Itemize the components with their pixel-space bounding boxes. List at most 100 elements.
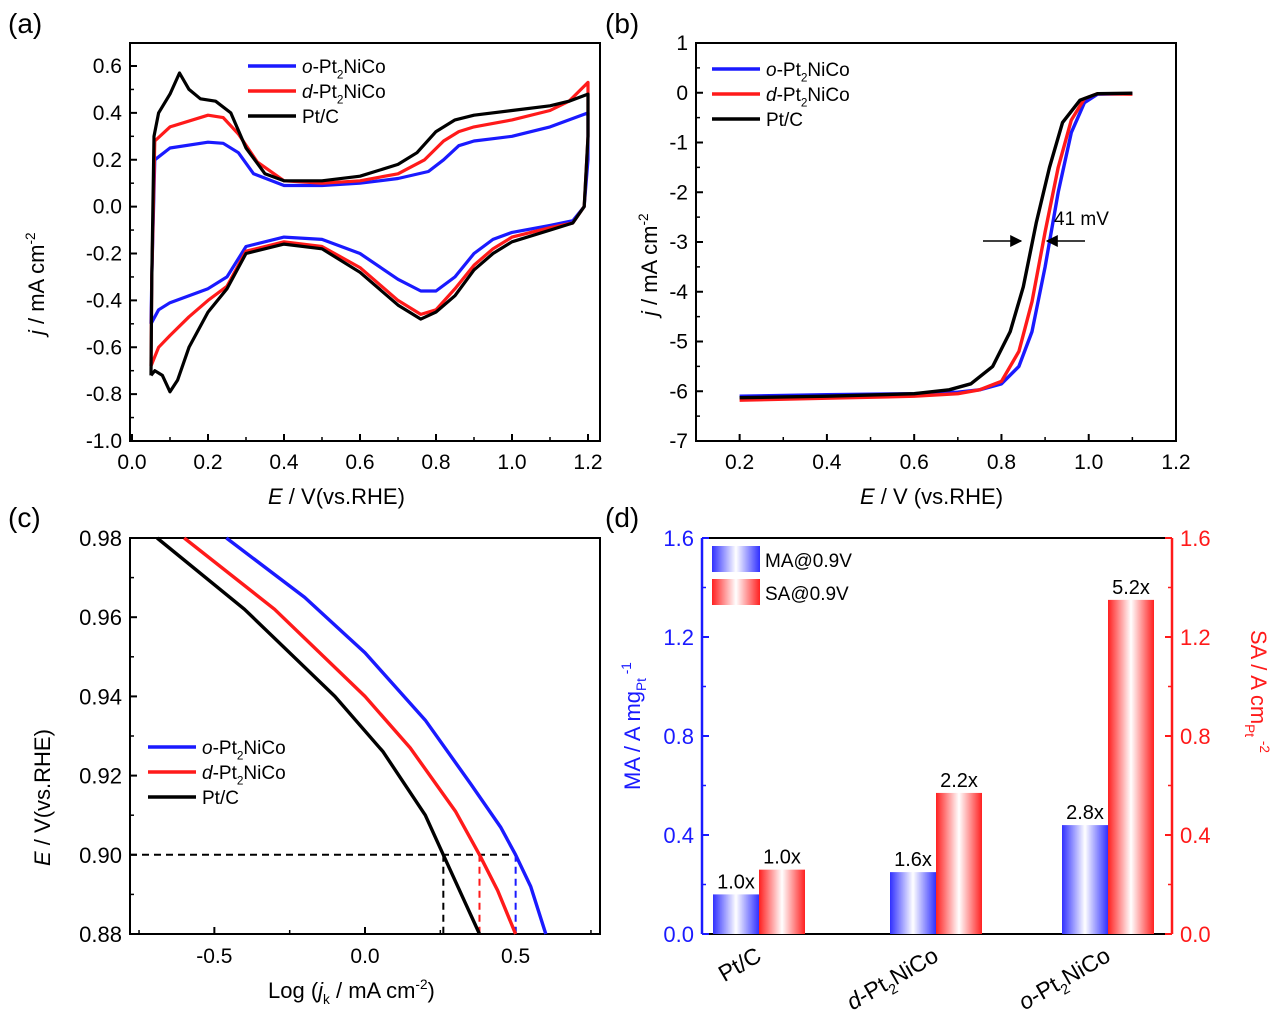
x-axis-label-a: E / V(vs.RHE) (268, 484, 405, 509)
bar-value-label: 1.0x (717, 871, 755, 893)
y-tick-label-c: 0.92 (79, 764, 122, 789)
y-axis-label-a: j / mA cm-2 (23, 232, 49, 338)
y-tick-label-a: 0.4 (93, 102, 123, 125)
y-tick-label-a: -1.0 (86, 430, 122, 453)
x-tick-label-b: 0.8 (987, 451, 1016, 474)
y-tick-label-a: -0.8 (86, 383, 122, 406)
bar-value-label: 2.2x (940, 770, 978, 792)
x-tick-label-b: 0.4 (812, 451, 842, 474)
y-tick-label-a: -0.2 (86, 243, 122, 266)
panel-b: 0.2 0.4 0.6 0.8 1.0 1.2 -7 -6 -5 -4 -3 -2 -1 0 1 o-Pt2N… (605, 8, 1191, 509)
panel-d: 0.0 0.4 0.8 1.2 1.6 0.0 0.4 0.8 1.2 1.6 1.0x 1.0x Pt… (605, 502, 1270, 1018)
category-label-d: d-Pt2NiCo (842, 942, 945, 1018)
bar-ma-0-9v-1 (890, 872, 936, 934)
y-tick-label-b: -5 (669, 331, 688, 354)
y-tick-label-a: -0.4 (86, 289, 123, 312)
y-tick-label-c: 0.98 (79, 526, 122, 551)
bar-sa-0-9v-2 (1108, 599, 1154, 934)
y-tick-label-right-d: 1.6 (1180, 526, 1211, 551)
y-tick-label-right-d: 1.2 (1180, 625, 1211, 650)
bar-ma-0-9v-2 (1062, 825, 1108, 934)
x-tick-label-a: 1.2 (573, 451, 602, 474)
axes-frame-a (129, 42, 601, 442)
series-line-b-0 (739, 92, 1133, 398)
x-tick-label-a: 0.4 (269, 451, 299, 474)
panel-c: -0.5 0.0 0.5 0.88 0.90 0.92 0.94 0.96 0.98 o-Pt2N… (8, 502, 601, 1007)
series-line-a-2 (149, 71, 590, 394)
x-tick-label-a: 1.0 (497, 451, 526, 474)
y-tick-label-b: 1 (676, 32, 688, 55)
x-tick-label-a: 0.8 (421, 451, 450, 474)
annotation-41mv: 41 mV (1054, 209, 1109, 230)
legend-label-b: Pt/C (766, 110, 803, 131)
y-tick-label-b: -6 (669, 380, 688, 403)
legend-label-d: MA@0.9V (765, 551, 852, 572)
y-tick-label-b: -7 (669, 430, 688, 453)
bar-value-label: 2.8x (1066, 802, 1104, 824)
y-tick-label-right-d: 0.8 (1180, 724, 1211, 749)
legend-label-a: o-Pt2NiCo (302, 57, 386, 81)
series-line-c-0 (225, 536, 548, 935)
category-label-d: Pt/C (714, 942, 766, 987)
bar-sa-0-9v-1 (936, 792, 982, 934)
y-tick-label-right-d: 0.0 (1180, 922, 1211, 947)
bar-ma-0-9v-0 (713, 894, 759, 934)
x-tick-label-c: -0.5 (196, 945, 232, 968)
y-tick-label-c: 0.90 (79, 843, 122, 868)
legend-label-b: d-Pt2NiCo (766, 85, 850, 109)
bar-sa-0-9v-0 (759, 869, 805, 934)
panel-label-b: (b) (605, 8, 639, 39)
panel-a: 0.0 0.2 0.4 0.6 0.8 1.0 1.2 -1.0 -0.8 -0.6 -0.4 -0.… (8, 8, 603, 509)
y-axis-label-left-d: MA / A mgPt -1 (619, 662, 649, 790)
legend-label-a: d-Pt2NiCo (302, 82, 386, 106)
x-tick-label-a: 0.2 (193, 451, 222, 474)
x-tick-label-b: 0.6 (900, 451, 929, 474)
legend-label-a: Pt/C (302, 107, 339, 128)
axes-frame-c (129, 537, 601, 935)
legend-label-b: o-Pt2NiCo (766, 60, 850, 84)
x-tick-label-b: 0.2 (725, 451, 754, 474)
panel-label-c: (c) (8, 502, 41, 533)
y-tick-label-c: 0.96 (79, 605, 122, 630)
x-tick-label-a: 0.6 (345, 451, 374, 474)
legend-label-c: o-Pt2NiCo (202, 738, 286, 762)
y-tick-label-c: 0.88 (79, 922, 122, 947)
y-tick-label-left-d: 0.8 (663, 724, 694, 749)
category-label-d: o-Pt2NiCo (1014, 942, 1117, 1018)
legend-swatch-d (712, 579, 760, 605)
x-tick-label-c: 0.0 (350, 945, 379, 968)
panel-label-a: (a) (8, 8, 42, 39)
bar-value-label: 1.0x (763, 847, 801, 869)
y-tick-label-c: 0.94 (79, 684, 122, 709)
y-tick-label-b: -3 (669, 231, 688, 254)
x-axis-label-b: E / V (vs.RHE) (860, 484, 1003, 509)
series-line-b-1 (739, 92, 1133, 402)
x-axis-label-c: Log (jk / mA cm-2) (268, 977, 435, 1007)
y-tick-label-b: -1 (669, 132, 688, 155)
x-tick-label-b: 1.0 (1074, 451, 1103, 474)
y-tick-label-a: 0.2 (93, 149, 122, 172)
legend-swatch-d (712, 546, 760, 572)
legend-label-c: d-Pt2NiCo (202, 763, 286, 787)
legend-label-c: Pt/C (202, 788, 239, 809)
y-tick-label-left-d: 1.6 (663, 526, 694, 551)
y-tick-label-a: 0.0 (93, 196, 122, 219)
y-tick-label-left-d: 0.0 (663, 922, 694, 947)
y-tick-label-b: -2 (669, 181, 688, 204)
y-axis-label-right-d: SA / A cmPt -2 (1242, 630, 1270, 753)
y-axis-label-c: E / V(vs.RHE) (30, 729, 55, 866)
y-tick-label-a: 0.6 (93, 55, 122, 78)
series-line-c-2 (156, 536, 482, 935)
series-line-c-1 (183, 536, 518, 935)
y-tick-label-b: 0 (676, 82, 688, 105)
y-tick-label-right-d: 0.4 (1180, 823, 1211, 848)
y-tick-label-left-d: 1.2 (663, 625, 694, 650)
panel-label-d: (d) (605, 502, 639, 533)
y-axis-label-b: j / mA cm-2 (636, 213, 662, 319)
x-tick-label-a: 0.0 (117, 451, 146, 474)
x-tick-label-b: 1.2 (1161, 451, 1190, 474)
x-tick-label-c: 0.5 (501, 945, 530, 968)
y-tick-label-b: -4 (669, 281, 688, 304)
y-tick-label-left-d: 0.4 (663, 823, 694, 848)
